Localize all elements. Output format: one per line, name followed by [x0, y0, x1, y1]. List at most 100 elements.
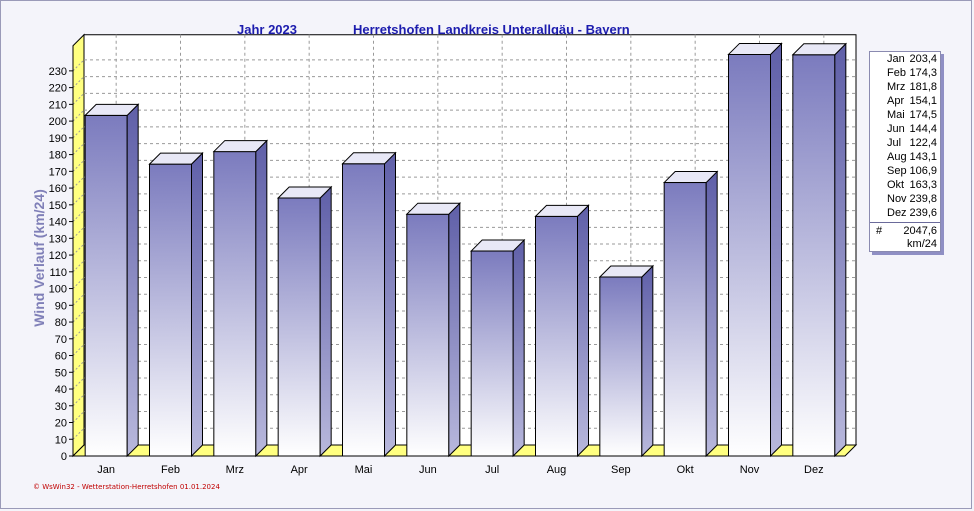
bar-front: [277, 197, 321, 457]
y-tick-label: 210: [49, 99, 67, 111]
grid-line: [72, 277, 85, 289]
footer-copyright: © WsWin32 - Wetterstation-Herretshofen 0…: [33, 483, 220, 491]
bar-top: [534, 204, 590, 217]
bar-top: [83, 103, 140, 116]
y-tick-label: 230: [49, 66, 67, 78]
legend-value: 239,6: [909, 207, 937, 219]
y-tick-label: 170: [49, 166, 67, 178]
grid-line: [72, 226, 85, 239]
y-tick-label: 10: [55, 434, 67, 446]
bar: [469, 238, 526, 458]
y-tick-label: 0: [61, 451, 67, 463]
y-tick-label: 180: [49, 150, 67, 162]
legend-row: Jul 122,4: [870, 136, 940, 150]
x-tick-label: Nov: [740, 464, 760, 476]
legend-month: Apr: [887, 95, 905, 107]
legend-value: 174,5: [909, 109, 937, 121]
bar-side: [577, 204, 589, 458]
y-tick-label: 120: [49, 250, 67, 262]
grid-line: [72, 427, 85, 440]
grid-line: [72, 210, 85, 222]
legend-month: Aug: [887, 151, 907, 163]
bar-top: [791, 43, 848, 56]
bar-front: [342, 163, 385, 457]
bar-front: [728, 53, 771, 457]
grid-line: [72, 143, 85, 155]
legend-month: Nov: [887, 193, 907, 205]
bar-front: [535, 215, 578, 457]
bar-front: [470, 250, 514, 457]
legend-value: 239,8: [909, 193, 937, 205]
bar: [405, 201, 462, 458]
bar: [598, 264, 655, 458]
bar-side: [770, 42, 782, 458]
y-tick-label: 160: [49, 183, 67, 195]
bar-top: [662, 171, 719, 184]
bar-front: [149, 163, 192, 457]
y-tick-label: 80: [55, 317, 67, 329]
bar-top: [598, 265, 655, 278]
legend-row: Dez 239,6: [870, 206, 940, 220]
grid-line: [72, 109, 85, 122]
legend-month: Jun: [887, 123, 905, 135]
grid-line: [72, 159, 85, 172]
x-tick-label: Dez: [804, 464, 824, 476]
bar-front: [599, 276, 643, 457]
bar-front: [792, 54, 836, 457]
legend-row: Sep 106,9: [870, 164, 940, 178]
legend-value: 174,3: [909, 67, 937, 79]
y-tick-label: 50: [55, 367, 67, 379]
bar-front: [406, 213, 450, 457]
x-tick-label: Apr: [291, 464, 308, 476]
bar-top: [148, 152, 204, 165]
legend-row: Mai 174,5: [870, 108, 940, 122]
bar-side: [191, 151, 203, 458]
y-tick-label: 70: [55, 334, 67, 346]
legend-total-value: 2047,6: [903, 225, 937, 237]
grid-line: [72, 411, 85, 423]
y-tick-label: 20: [55, 418, 67, 430]
grid-line: [72, 93, 85, 105]
legend-row: Mrz 181,8: [870, 80, 940, 94]
x-tick-label: Feb: [161, 464, 180, 476]
legend-value: 181,8: [909, 81, 937, 93]
bar: [148, 151, 204, 458]
legend-month: Sep: [887, 165, 907, 177]
grid-line: [72, 310, 85, 323]
x-tick-label: Jul: [485, 464, 499, 476]
legend-row: Apr 154,1: [870, 94, 940, 108]
bar-side: [641, 264, 654, 458]
y-tick-label: 220: [49, 83, 67, 95]
grid-line: [72, 126, 85, 139]
chart-title: Herretshofen Landkreis Unterallgäu - Bay…: [353, 22, 630, 37]
grid-line: [72, 176, 85, 189]
bar-front: [213, 151, 257, 457]
x-tick-label: Jun: [419, 464, 437, 476]
bar: [212, 139, 269, 458]
bar-front: [84, 114, 128, 457]
legend-month: Feb: [887, 67, 906, 79]
grid-line: [72, 377, 85, 390]
y-tick-label: 130: [49, 233, 67, 245]
y-tick-label: 200: [49, 116, 67, 128]
grid-line: [72, 260, 85, 273]
grid-line: [72, 344, 85, 356]
legend-row: Jan 203,4: [870, 52, 940, 66]
x-tick-label: Mai: [355, 464, 373, 476]
y-axis-title: Wind Verlauf (km/24): [31, 189, 47, 327]
bar: [276, 185, 333, 458]
bar-top: [727, 42, 783, 55]
legend-month: Dez: [887, 207, 907, 219]
legend-total-symbol: #: [876, 225, 883, 237]
y-tick-label: 190: [49, 133, 67, 145]
bar-top: [212, 140, 269, 153]
grid-line: [72, 394, 85, 407]
legend-month: Jul: [887, 137, 902, 149]
legend-row: Okt 163,3: [870, 178, 940, 192]
bar: [534, 204, 590, 458]
x-tick-label: Mrz: [226, 464, 244, 476]
bar-top: [276, 186, 333, 199]
chart-year-title: Jahr 2023: [237, 22, 297, 37]
y-tick-label: 40: [55, 384, 67, 396]
grid-line: [72, 76, 85, 88]
